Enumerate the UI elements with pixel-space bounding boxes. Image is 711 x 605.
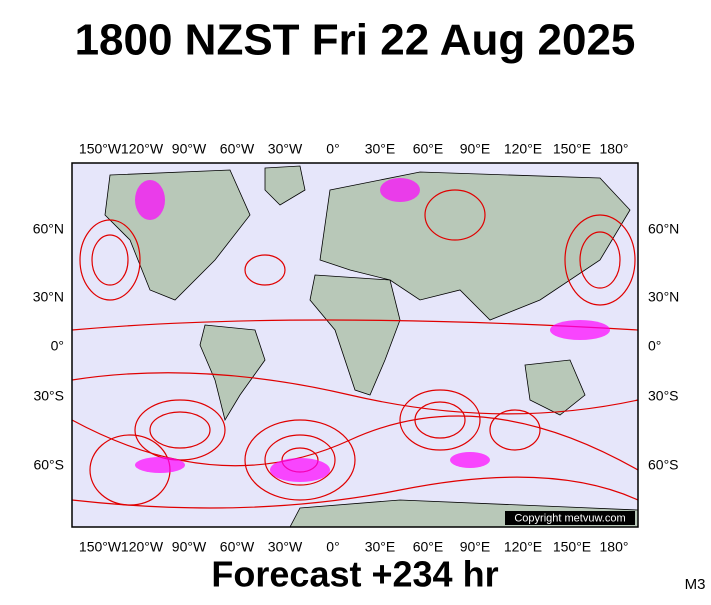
land	[104, 165, 639, 528]
longitude-label: 180°	[600, 141, 629, 157]
longitude-label: 60°E	[413, 539, 444, 555]
title: 1800 NZST Fri 22 Aug 2025	[75, 16, 636, 65]
isobars	[71, 189, 639, 509]
longitude-label: 120°W	[121, 141, 164, 157]
longitude-label: 90°W	[172, 141, 207, 157]
longitude-label: 0°	[326, 141, 339, 157]
longitude-label: 90°W	[172, 539, 207, 555]
map-frame	[71, 162, 639, 528]
latitude-label: 60°N	[648, 221, 679, 237]
latitude-label: 60°S	[648, 457, 679, 473]
latitude-label: 0°	[51, 338, 64, 354]
longitude-label: 120°W	[121, 539, 164, 555]
longitude-label: 150°E	[553, 539, 591, 555]
longitude-label: 30°W	[268, 141, 303, 157]
latitude-label: 60°S	[33, 457, 64, 473]
latitude-label: 60°N	[33, 221, 64, 237]
model-label: M3	[685, 576, 706, 593]
longitude-label: 150°E	[553, 141, 591, 157]
longitude-label: 60°E	[413, 141, 444, 157]
longitude-label: 150°W	[79, 539, 122, 555]
precipitation	[135, 178, 610, 482]
longitude-label: 30°W	[268, 539, 303, 555]
copyright: Copyright metvuw.com	[514, 512, 625, 524]
longitude-label: 150°W	[79, 141, 122, 157]
longitude-label: 180°	[600, 539, 629, 555]
longitude-label: 0°	[326, 539, 339, 555]
longitude-label: 90°E	[460, 141, 491, 157]
longitude-label: 30°E	[365, 141, 396, 157]
map: Copyright metvuw.com	[71, 162, 639, 528]
latitude-label: 30°S	[648, 388, 679, 404]
longitude-label: 60°W	[220, 539, 255, 555]
latitude-label: 0°	[648, 338, 661, 354]
latitude-label: 30°S	[33, 388, 64, 404]
longitude-label: 30°E	[365, 539, 396, 555]
longitude-label: 90°E	[460, 539, 491, 555]
forecast-label: Forecast +234 hr	[211, 554, 498, 595]
latitude-label: 30°N	[33, 289, 64, 305]
longitude-label: 120°E	[504, 141, 542, 157]
longitude-label: 120°E	[504, 539, 542, 555]
latitude-label: 30°N	[648, 289, 679, 305]
copyright-box	[505, 511, 635, 525]
longitude-label: 60°W	[220, 141, 255, 157]
